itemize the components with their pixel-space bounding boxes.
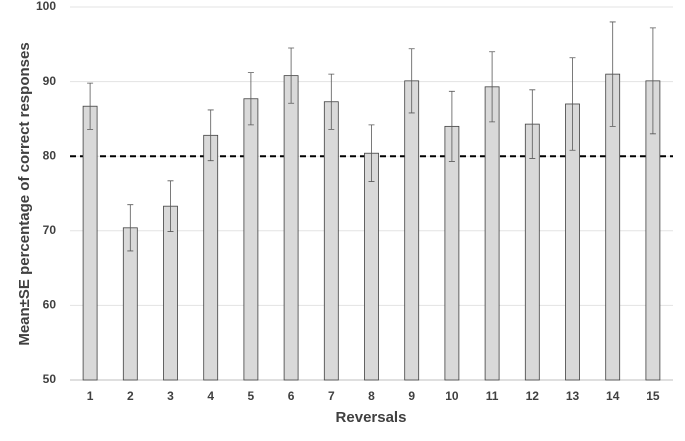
x-tick-label: 7 (328, 389, 335, 403)
bar (243, 98, 259, 381)
error-bar (167, 180, 174, 232)
x-axis-title: Reversals (336, 409, 407, 426)
x-tick-label: 15 (646, 389, 660, 403)
error-bar (649, 27, 656, 135)
error-bar (87, 82, 94, 130)
x-tick-label: 6 (288, 389, 295, 403)
bar (323, 101, 339, 381)
x-tick-label: 8 (368, 389, 375, 403)
y-tick-label: 100 (36, 0, 56, 13)
y-tick-label: 90 (43, 74, 57, 88)
error-bar (368, 124, 375, 182)
bar (163, 205, 178, 381)
x-tick-label: 14 (606, 389, 620, 403)
x-tick-label: 12 (526, 389, 540, 403)
x-tick-label: 11 (486, 389, 499, 403)
y-tick-label: 70 (43, 223, 57, 237)
error-bar (448, 90, 455, 162)
x-tick-label: 10 (445, 389, 459, 403)
error-bar (408, 48, 415, 114)
error-bar (288, 47, 295, 104)
bar (404, 80, 420, 381)
x-tick-label: 13 (566, 389, 580, 403)
x-tick-label: 2 (127, 389, 134, 403)
error-bar (207, 109, 214, 162)
x-tick-label: 4 (207, 389, 214, 403)
bar (82, 105, 98, 381)
bar (203, 134, 219, 381)
x-tick-label: 9 (408, 389, 415, 403)
error-bar (529, 89, 536, 159)
error-bar (127, 204, 134, 252)
error-bar (569, 57, 576, 151)
x-tick-label: 1 (87, 389, 94, 403)
error-bar (328, 73, 335, 130)
y-axis-title: Mean±SE percentage of correct responses (16, 42, 33, 345)
bar (484, 86, 500, 381)
x-tick-label: 5 (248, 389, 255, 403)
bar (283, 75, 299, 381)
y-tick-label: 50 (43, 372, 57, 386)
x-tick-label: 3 (167, 389, 174, 403)
bar (524, 123, 540, 381)
bar (444, 125, 460, 381)
error-bar (247, 72, 254, 126)
y-tick-label: 60 (43, 298, 57, 312)
y-tick-label: 80 (43, 148, 57, 162)
error-bar (609, 21, 616, 127)
error-bar (489, 51, 496, 123)
bar (364, 152, 379, 381)
